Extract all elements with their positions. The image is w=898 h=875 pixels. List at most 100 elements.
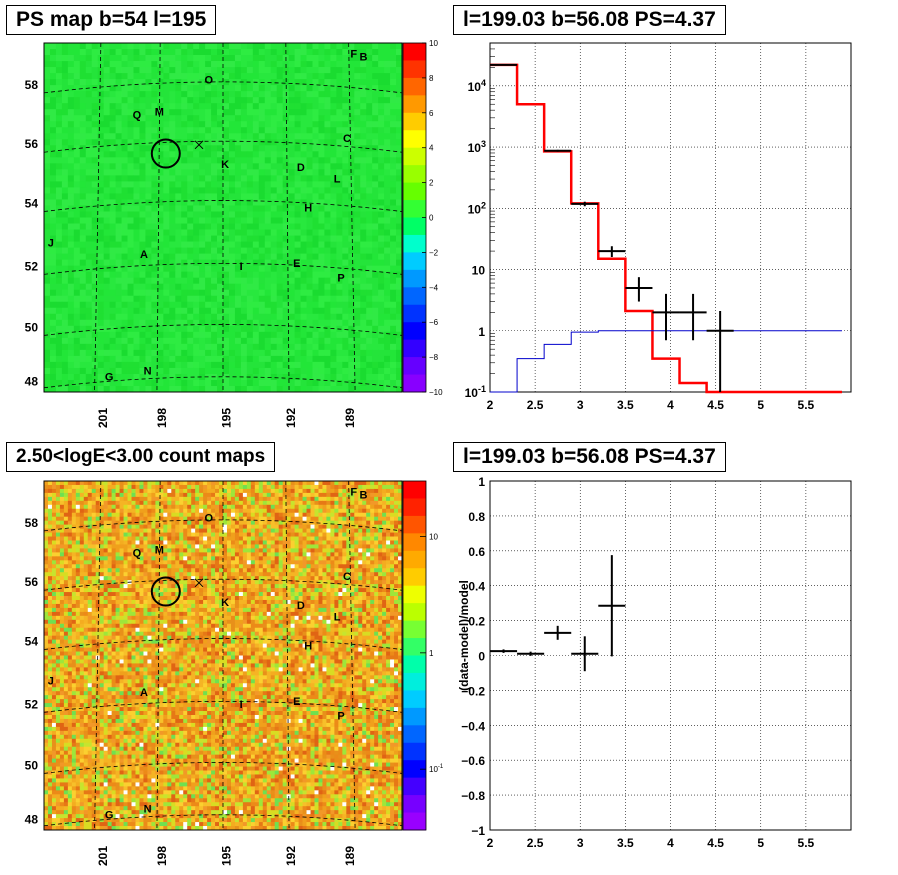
map-cell	[169, 79, 176, 86]
map-cell	[286, 524, 292, 529]
map-cell	[350, 484, 355, 490]
map-cell	[79, 163, 87, 170]
map-cell	[288, 235, 295, 242]
map-cell	[300, 85, 307, 92]
map-cell	[55, 235, 63, 242]
map-cell	[354, 103, 361, 110]
map-cell	[44, 121, 51, 128]
map-cell	[91, 151, 99, 158]
map-cell	[228, 271, 236, 279]
map-cell	[306, 508, 311, 514]
map-cell	[378, 496, 383, 502]
map-cell	[306, 145, 313, 152]
map-cell	[211, 265, 218, 273]
map-cell	[199, 109, 206, 116]
map-cell	[298, 508, 303, 514]
map-cell	[55, 211, 63, 218]
map-cell	[133, 169, 140, 176]
map-cell	[187, 241, 194, 248]
map-cell	[223, 175, 230, 182]
map-cell	[111, 492, 116, 498]
region-label-I: I	[240, 261, 243, 273]
map-cell	[318, 512, 323, 518]
map-cell	[187, 528, 192, 533]
map-cell	[175, 169, 182, 176]
map-cell	[79, 85, 87, 92]
map-cell	[258, 536, 264, 541]
map-cell	[258, 127, 266, 134]
map-cell	[133, 235, 140, 242]
map-cell	[348, 247, 355, 255]
map-cell	[163, 265, 170, 273]
map-cell	[193, 109, 200, 116]
map-cell	[262, 524, 268, 529]
map-cell	[115, 211, 122, 218]
map-cell	[324, 133, 331, 140]
map-cell	[121, 217, 128, 224]
map-cell	[109, 247, 116, 255]
map-cell	[384, 199, 391, 206]
map-cell	[91, 373, 99, 381]
map-cell	[211, 193, 218, 200]
map-cell	[159, 532, 164, 537]
map-cell	[121, 349, 128, 357]
map-cell	[372, 229, 379, 236]
map-cell	[240, 217, 248, 224]
map-cell	[109, 205, 116, 212]
map-cell	[193, 325, 200, 333]
map-cell	[302, 484, 307, 490]
map-cell	[143, 540, 148, 545]
map-cell	[354, 283, 361, 291]
map-cell	[55, 187, 63, 194]
map-cell	[44, 259, 51, 267]
map-cell	[181, 205, 188, 212]
map-cell	[217, 187, 224, 194]
map-cell	[264, 139, 272, 146]
map-cell	[91, 181, 99, 188]
map-cell	[250, 504, 256, 510]
map-cell	[211, 205, 218, 212]
map-cell	[240, 133, 248, 140]
map-cell	[217, 301, 224, 309]
map-cell	[169, 319, 176, 327]
map-cell	[366, 61, 373, 68]
map-cell	[91, 512, 97, 518]
map-cell	[240, 61, 248, 68]
map-cell	[324, 325, 331, 333]
map-cell	[240, 307, 248, 315]
map-cell	[252, 325, 260, 333]
map-cell	[191, 532, 196, 537]
map-cell	[135, 508, 140, 514]
map-cell	[294, 532, 299, 537]
map-cell	[83, 532, 89, 537]
map-cell	[121, 121, 128, 128]
map-y-tick-label: 48	[25, 375, 39, 389]
map-cell	[199, 79, 206, 86]
map-cell	[270, 283, 278, 291]
map-cell	[49, 355, 57, 363]
map-cell	[155, 484, 160, 490]
map-cell	[360, 265, 367, 273]
map-cell	[121, 337, 128, 345]
map-cell	[258, 247, 266, 255]
map-cell	[193, 373, 200, 381]
map-cell	[147, 481, 152, 486]
map-cell	[217, 241, 224, 248]
map-cell	[336, 301, 343, 309]
map-cell	[264, 73, 272, 80]
map-cell	[254, 512, 260, 518]
map-cell	[234, 319, 242, 327]
map-cell	[85, 277, 93, 285]
map-cell	[262, 532, 268, 537]
map-cell	[298, 536, 303, 541]
map-cell	[127, 385, 134, 393]
map-cell	[215, 500, 220, 506]
map-cell	[262, 528, 268, 533]
map-cell	[44, 193, 51, 200]
map-cell	[372, 97, 379, 104]
map-cell	[44, 349, 51, 357]
map-cell	[59, 516, 65, 522]
map-cell	[324, 157, 331, 164]
map-cell	[115, 127, 122, 134]
map-cell	[378, 97, 385, 104]
